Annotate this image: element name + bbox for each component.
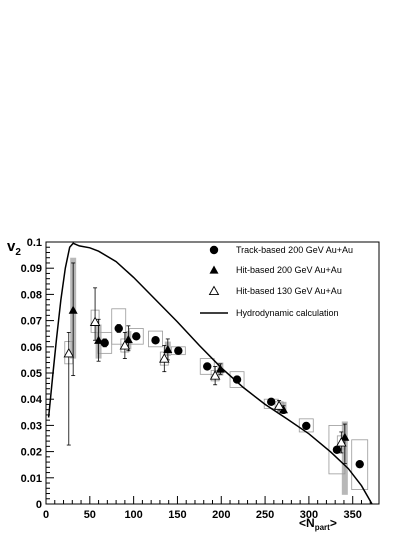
y-tick-label: 0.02 [21,447,42,459]
track-point [302,421,311,431]
hit130-point [273,400,285,410]
x-tick-label: 250 [256,509,274,521]
track-point [114,324,123,333]
x-tick-label: 100 [124,509,142,521]
track-point [203,362,212,371]
track-sys-box [229,371,245,388]
hit130-point [336,437,347,447]
legend-label: Hit-based 130 GeV Au+Au [236,286,342,296]
hit130-point [119,340,131,350]
y-tick-label: 0.09 [21,263,42,275]
y-tick-label: 0.07 [21,316,42,328]
legend-label: Hit-based 200 GeV Au+Au [236,265,342,275]
track-point [100,338,109,348]
track-point [355,459,364,469]
hit200-point [163,344,173,354]
legend: Track-based 200 GeV Au+Au Hit-based 200 G… [200,245,353,318]
x-axis-title: <Npart> [299,516,337,532]
y-tick-label: 0.05 [21,368,42,380]
y-tick-label: 0.04 [21,394,43,406]
legend-label: Hydrodynamic calculation [236,308,339,318]
hit200-point [215,364,225,373]
hit200-point [340,432,350,441]
track-sys-box [128,328,144,345]
hit130-point [89,316,101,326]
y-tick-label: 0.1 [27,237,42,249]
y-tick-label: 0.06 [21,342,42,354]
x-tick-label: 150 [168,509,186,521]
y-axis-title-sub: 2 [15,247,21,258]
track-point [332,445,342,454]
legend-label: Track-based 200 GeV Au+Au [236,245,353,255]
y-axis-title: v2 [7,238,21,258]
track-point [132,332,141,341]
x-tick-label: 350 [344,509,362,521]
hit130-point [209,370,221,380]
y-tick-label: 0.03 [21,420,42,432]
tick-layer: 0 50 100 150 200 250 300 350 0 0.01 0.02 0.03 0.04 0.… [21,237,371,521]
y-tick-label: 0 [36,499,42,511]
hydro-curve [47,242,373,505]
hit130-point [159,353,170,363]
hit130-point [63,347,75,358]
track-sys-box [111,308,127,345]
track-point [151,336,160,345]
legend-track-marker [209,245,219,255]
x-axis-title-end: > [330,516,337,530]
marker-layer [63,305,364,469]
track-sys-box [148,330,163,348]
hydro-curve-layer [47,242,373,505]
track-point [232,375,242,384]
x-axis-title-main: <N [299,516,315,530]
legend-hit130-marker [208,285,220,296]
hit200-point [94,335,104,344]
hit200-point [68,305,78,314]
track-point [267,397,276,407]
x-tick-label: 200 [212,509,230,521]
hit200-point [123,334,133,344]
x-tick-label: 50 [84,509,96,521]
x-tick-label: 0 [43,509,49,521]
track-sys-box [351,439,369,490]
legend-hit200-marker [209,265,219,274]
y-tick-label: 0.08 [21,289,42,301]
track-point [174,346,183,355]
y-tick-label: 0.01 [21,473,42,485]
x-tick-label: 300 [300,509,318,521]
y-axis-title-main: v [7,238,16,255]
x-axis-title-sub: part [315,523,330,532]
